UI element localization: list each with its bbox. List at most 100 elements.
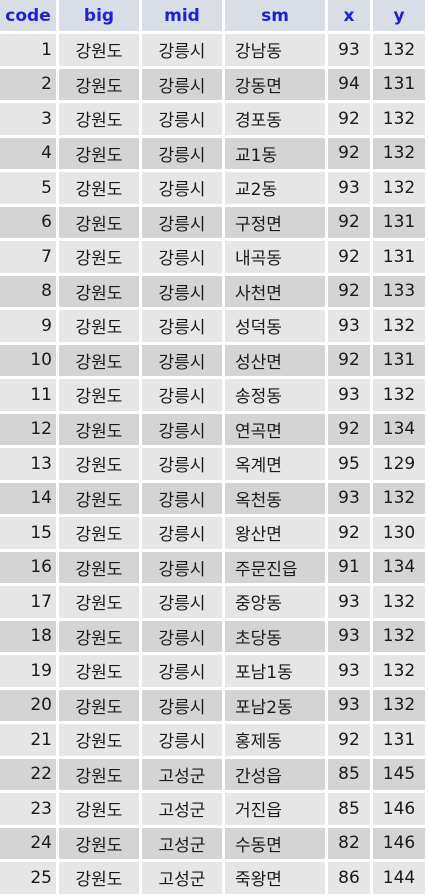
cell-sm: 성덕동: [225, 310, 325, 342]
cell-big: 강원도: [59, 310, 139, 342]
cell-big: 강원도: [59, 689, 139, 721]
cell-big: 강원도: [59, 68, 139, 100]
cell-big: 강원도: [59, 137, 139, 169]
cell-sm: 사천면: [225, 275, 325, 307]
cell-sm: 구정면: [225, 206, 325, 238]
cell-mid: 강릉시: [142, 344, 222, 376]
cell-code: 4: [0, 137, 56, 169]
cell-sm: 간성읍: [225, 758, 325, 790]
cell-big: 강원도: [59, 862, 139, 894]
table-row[interactable]: 1 강원도 강릉시 강남동 93 132: [0, 34, 425, 66]
table-row[interactable]: 3 강원도 강릉시 경포동 92 132: [0, 103, 425, 135]
table-row[interactable]: 7 강원도 강릉시 내곡동 92 131: [0, 241, 425, 273]
table-row[interactable]: 9 강원도 강릉시 성덕동 93 132: [0, 310, 425, 342]
column-header-y[interactable]: y: [373, 0, 425, 31]
table-row[interactable]: 20 강원도 강릉시 포남2동 93 132: [0, 689, 425, 721]
cell-y: 132: [373, 172, 425, 204]
table-row[interactable]: 12 강원도 강릉시 연곡면 92 134: [0, 413, 425, 445]
cell-y: 130: [373, 517, 425, 549]
cell-sm: 수동면: [225, 827, 325, 859]
cell-mid: 강릉시: [142, 448, 222, 480]
cell-code: 19: [0, 655, 56, 687]
cell-big: 강원도: [59, 517, 139, 549]
table-row[interactable]: 6 강원도 강릉시 구정면 92 131: [0, 206, 425, 238]
cell-y: 131: [373, 344, 425, 376]
cell-mid: 강릉시: [142, 172, 222, 204]
cell-big: 강원도: [59, 34, 139, 66]
table-row[interactable]: 13 강원도 강릉시 옥계면 95 129: [0, 448, 425, 480]
cell-mid: 고성군: [142, 793, 222, 825]
cell-code: 2: [0, 68, 56, 100]
cell-code: 16: [0, 551, 56, 583]
cell-y: 131: [373, 241, 425, 273]
cell-sm: 내곡동: [225, 241, 325, 273]
cell-sm: 포남1동: [225, 655, 325, 687]
cell-big: 강원도: [59, 620, 139, 652]
cell-y: 129: [373, 448, 425, 480]
table-row[interactable]: 18 강원도 강릉시 초당동 93 132: [0, 620, 425, 652]
cell-big: 강원도: [59, 206, 139, 238]
cell-y: 144: [373, 862, 425, 894]
cell-big: 강원도: [59, 551, 139, 583]
table-row[interactable]: 2 강원도 강릉시 강동면 94 131: [0, 68, 425, 100]
table-row[interactable]: 11 강원도 강릉시 송정동 93 132: [0, 379, 425, 411]
cell-code: 12: [0, 413, 56, 445]
cell-sm: 홍제동: [225, 724, 325, 756]
cell-big: 강원도: [59, 793, 139, 825]
cell-mid: 강릉시: [142, 34, 222, 66]
table-row[interactable]: 21 강원도 강릉시 홍제동 92 131: [0, 724, 425, 756]
cell-mid: 강릉시: [142, 517, 222, 549]
cell-big: 강원도: [59, 724, 139, 756]
cell-x: 85: [328, 758, 370, 790]
cell-code: 3: [0, 103, 56, 135]
cell-sm: 강남동: [225, 34, 325, 66]
cell-sm: 죽왕면: [225, 862, 325, 894]
table-row[interactable]: 19 강원도 강릉시 포남1동 93 132: [0, 655, 425, 687]
table-row[interactable]: 10 강원도 강릉시 성산면 92 131: [0, 344, 425, 376]
table-row[interactable]: 23 강원도 고성군 거진읍 85 146: [0, 793, 425, 825]
cell-mid: 강릉시: [142, 275, 222, 307]
cell-mid: 강릉시: [142, 310, 222, 342]
cell-mid: 강릉시: [142, 137, 222, 169]
table-row[interactable]: 16 강원도 강릉시 주문진읍 91 134: [0, 551, 425, 583]
cell-x: 93: [328, 655, 370, 687]
cell-sm: 경포동: [225, 103, 325, 135]
table-row[interactable]: 24 강원도 고성군 수동면 82 146: [0, 827, 425, 859]
cell-big: 강원도: [59, 827, 139, 859]
cell-code: 13: [0, 448, 56, 480]
cell-y: 131: [373, 68, 425, 100]
cell-y: 131: [373, 724, 425, 756]
cell-x: 93: [328, 482, 370, 514]
table-row[interactable]: 17 강원도 강릉시 중앙동 93 132: [0, 586, 425, 618]
table-row[interactable]: 8 강원도 강릉시 사천면 92 133: [0, 275, 425, 307]
cell-big: 강원도: [59, 758, 139, 790]
cell-code: 5: [0, 172, 56, 204]
table-row[interactable]: 14 강원도 강릉시 옥천동 93 132: [0, 482, 425, 514]
cell-code: 7: [0, 241, 56, 273]
column-header-big[interactable]: big: [59, 0, 139, 31]
cell-sm: 교2동: [225, 172, 325, 204]
table-row[interactable]: 25 강원도 고성군 죽왕면 86 144: [0, 862, 425, 894]
cell-sm: 옥천동: [225, 482, 325, 514]
cell-big: 강원도: [59, 241, 139, 273]
table-row[interactable]: 22 강원도 고성군 간성읍 85 145: [0, 758, 425, 790]
cell-mid: 고성군: [142, 758, 222, 790]
table-row[interactable]: 15 강원도 강릉시 왕산면 92 130: [0, 517, 425, 549]
table-header: code big mid sm x y: [0, 0, 425, 31]
cell-mid: 강릉시: [142, 655, 222, 687]
cell-x: 92: [328, 275, 370, 307]
column-header-x[interactable]: x: [328, 0, 370, 31]
cell-sm: 송정동: [225, 379, 325, 411]
cell-big: 강원도: [59, 413, 139, 445]
cell-x: 92: [328, 137, 370, 169]
column-header-code[interactable]: code: [0, 0, 56, 31]
column-header-mid[interactable]: mid: [142, 0, 222, 31]
cell-mid: 강릉시: [142, 413, 222, 445]
table-row[interactable]: 5 강원도 강릉시 교2동 93 132: [0, 172, 425, 204]
cell-code: 22: [0, 758, 56, 790]
cell-sm: 교1동: [225, 137, 325, 169]
table-row[interactable]: 4 강원도 강릉시 교1동 92 132: [0, 137, 425, 169]
cell-big: 강원도: [59, 344, 139, 376]
column-header-sm[interactable]: sm: [225, 0, 325, 31]
